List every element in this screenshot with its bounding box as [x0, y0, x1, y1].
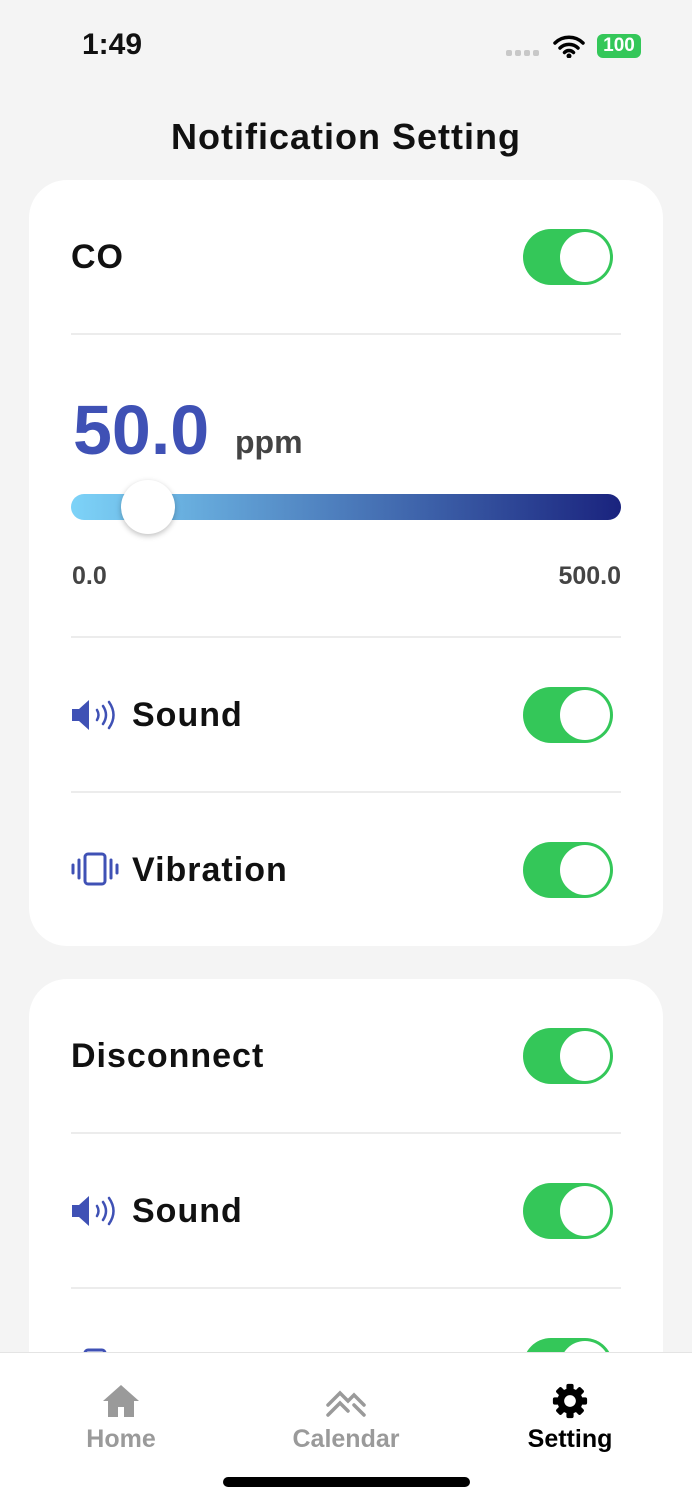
threshold-unit: ppm: [235, 424, 303, 460]
sound-toggle[interactable]: [523, 687, 613, 743]
status-time: 1:49: [82, 28, 143, 61]
home-indicator: [223, 1477, 470, 1487]
divider: [71, 1132, 621, 1134]
page-title: Notification Setting: [171, 116, 521, 157]
tab-calendar[interactable]: Calendar: [246, 1383, 446, 1454]
signal-icon: [506, 50, 539, 56]
divider: [71, 1287, 621, 1289]
tab-bar: Home Calendar Setting: [0, 1352, 692, 1500]
chart-icon: [326, 1390, 366, 1417]
sound-label: Sound: [132, 696, 243, 734]
co-label: CO: [71, 238, 124, 276]
gear-icon: [552, 1383, 588, 1419]
sound-toggle[interactable]: [523, 1183, 613, 1239]
threshold-slider[interactable]: [71, 480, 621, 534]
tab-label: Home: [86, 1425, 156, 1453]
vibration-toggle[interactable]: [523, 842, 613, 898]
slider-max: 500.0: [558, 562, 621, 590]
vibration-label: Vibration: [132, 851, 288, 889]
home-icon: [103, 1385, 139, 1417]
threshold-value: 50.0: [73, 391, 210, 469]
tab-setting[interactable]: Setting: [470, 1383, 670, 1454]
tab-label: Calendar: [292, 1425, 400, 1453]
sound-label: Sound: [132, 1192, 243, 1230]
speaker-icon: [72, 1196, 115, 1226]
divider: [71, 636, 621, 638]
divider: [71, 791, 621, 793]
co-toggle[interactable]: [523, 229, 613, 285]
disconnect-label: Disconnect: [71, 1037, 265, 1075]
wifi-icon: [553, 35, 585, 58]
tab-home[interactable]: Home: [21, 1383, 221, 1454]
slider-min: 0.0: [72, 562, 107, 590]
speaker-icon: [72, 700, 115, 730]
co-card: CO 50.0 ppm 0.0 500.0 Sound Vibration: [29, 180, 663, 946]
battery-indicator: 100: [597, 34, 641, 58]
slider-thumb[interactable]: [120, 480, 175, 534]
divider: [71, 333, 621, 335]
tab-label: Setting: [527, 1425, 613, 1453]
disconnect-toggle[interactable]: [523, 1028, 613, 1084]
vibration-icon: [71, 852, 119, 886]
